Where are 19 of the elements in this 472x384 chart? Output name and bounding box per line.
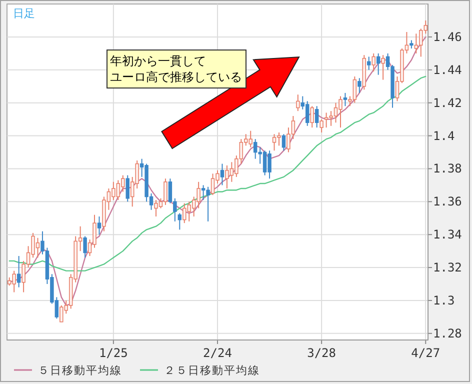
x-tick-label: 2/24: [203, 346, 232, 360]
legend-label: ５日移動平均線: [38, 364, 122, 377]
y-tick-label: 1.38: [433, 162, 462, 176]
y-tick-label: 1.42: [433, 96, 462, 110]
y-tick-label: 1.4: [433, 128, 455, 143]
annotation: 年初から一貫して: [110, 54, 206, 68]
annotation: ユーロ高で推移している: [110, 70, 242, 84]
y-tick-label: 1.36: [433, 194, 462, 209]
y-tick-label: 1.3: [433, 293, 455, 308]
legend-label: ２５日移動平均線: [164, 364, 260, 377]
y-tick-label: 1.46: [433, 30, 462, 44]
x-tick-label: 3/28: [307, 346, 336, 360]
y-tick-label: 1.32: [433, 260, 462, 275]
y-tick-label: 1.28: [433, 326, 462, 340]
x-tick-label: 1/25: [98, 346, 128, 360]
y-tick-label: 1.34: [433, 228, 462, 242]
chart-title: 日足: [13, 7, 35, 20]
y-tick-label: 1.44: [433, 62, 462, 77]
x-tick-label: 4/27: [411, 346, 440, 360]
